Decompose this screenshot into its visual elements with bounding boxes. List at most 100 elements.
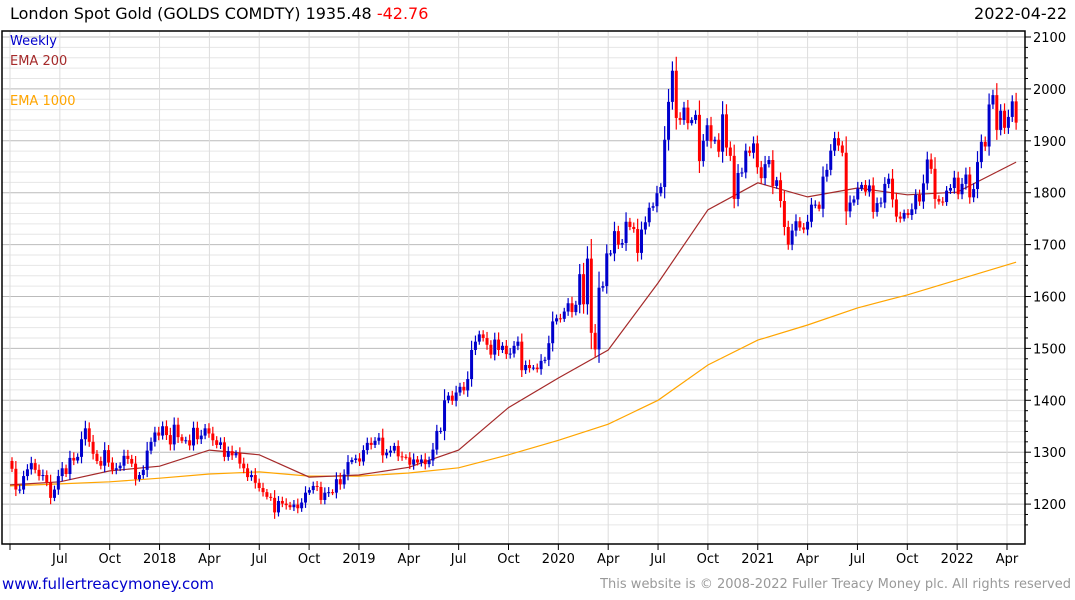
candle-body <box>585 258 589 305</box>
candle <box>921 174 925 209</box>
candle <box>292 500 296 512</box>
candle-body <box>674 70 678 118</box>
website-link[interactable]: www.fullertreacymoney.com <box>2 575 215 593</box>
candle <box>686 99 690 130</box>
candle <box>458 382 462 396</box>
candle <box>779 172 783 208</box>
candle <box>257 478 261 492</box>
candle-body <box>709 125 713 142</box>
candle-body <box>740 172 744 174</box>
candle <box>902 209 906 222</box>
candle <box>952 170 956 194</box>
candle <box>995 83 999 140</box>
ema-200-path <box>9 161 1017 486</box>
candle <box>215 436 219 449</box>
candle-body <box>918 194 922 202</box>
candle-body <box>392 445 396 451</box>
candle <box>338 472 342 490</box>
candle <box>431 442 435 467</box>
candle-body <box>894 199 898 217</box>
candle <box>466 371 470 397</box>
candle-body <box>276 500 280 513</box>
candle-body <box>435 430 439 450</box>
plot-frame <box>1 30 1026 545</box>
candle-body <box>558 318 562 320</box>
candle-body <box>512 345 516 354</box>
candle-body <box>555 318 559 322</box>
candle <box>848 195 852 218</box>
candle <box>755 135 759 174</box>
candle <box>435 424 439 455</box>
candle <box>910 203 914 220</box>
x-axis: Jul Oct 2018 Apr Jul Oct 2019 Apr Jul Oct 2020 Apr J… <box>9 544 1019 567</box>
candle <box>682 101 686 125</box>
candle-body <box>952 177 956 189</box>
candle <box>674 56 678 130</box>
x-tick-label: Jul <box>250 552 267 567</box>
y-tick-label: 1300 <box>1033 446 1066 461</box>
candle-body <box>396 445 400 457</box>
candle <box>358 453 362 466</box>
candle-body <box>802 227 806 230</box>
candle <box>825 163 829 182</box>
candle <box>643 216 647 235</box>
candle <box>311 481 315 494</box>
candle-body <box>253 475 257 483</box>
candle <box>740 167 744 177</box>
candle-body <box>601 286 605 288</box>
candle <box>203 423 207 440</box>
candle <box>624 212 628 251</box>
candle-body <box>462 386 466 391</box>
candle-body <box>798 221 802 228</box>
candle-body <box>937 198 941 202</box>
candle-body <box>659 186 663 194</box>
candle-body <box>628 221 632 227</box>
candle-body <box>570 303 574 313</box>
candle-body <box>979 141 983 163</box>
candle-body <box>921 183 925 202</box>
candle-body <box>172 424 176 445</box>
candle-body <box>616 231 620 245</box>
candle-body <box>211 433 215 441</box>
candle-body <box>33 463 37 470</box>
candle-body <box>999 110 1003 130</box>
x-tick-label: Jul <box>450 552 467 567</box>
candle-body <box>249 475 253 478</box>
candle-body <box>724 114 728 148</box>
candle <box>323 487 327 505</box>
legend-ema-200: EMA 200 <box>10 54 67 69</box>
candle <box>547 335 551 367</box>
candle <box>856 181 860 205</box>
candle-body <box>257 482 261 489</box>
candle <box>709 116 713 149</box>
candle <box>408 452 412 470</box>
candle-body <box>786 226 790 245</box>
candle-body <box>929 159 933 169</box>
candle-body <box>400 456 404 458</box>
candle-body <box>609 253 613 255</box>
candle <box>273 490 277 519</box>
candle <box>230 445 234 460</box>
candle-body <box>763 164 767 179</box>
candle <box>107 445 111 467</box>
candle <box>45 470 49 487</box>
candle-body <box>346 462 350 475</box>
candle <box>153 426 157 447</box>
candle <box>354 454 358 464</box>
y-tick-label: 2100 <box>1033 31 1066 46</box>
candle-body <box>605 253 609 287</box>
candle <box>477 330 481 345</box>
candle <box>767 156 771 168</box>
candle-body <box>423 459 427 465</box>
price-change: -42.76 <box>376 4 429 23</box>
y-tick-label: 1600 <box>1033 291 1066 306</box>
candle-body <box>574 304 578 313</box>
candle-body <box>49 482 53 498</box>
candle <box>416 456 420 466</box>
candle <box>678 112 682 125</box>
candle-body <box>226 451 230 457</box>
candle <box>319 481 323 505</box>
candle <box>976 151 979 199</box>
candle-body <box>794 221 798 231</box>
candle-body <box>238 453 242 464</box>
